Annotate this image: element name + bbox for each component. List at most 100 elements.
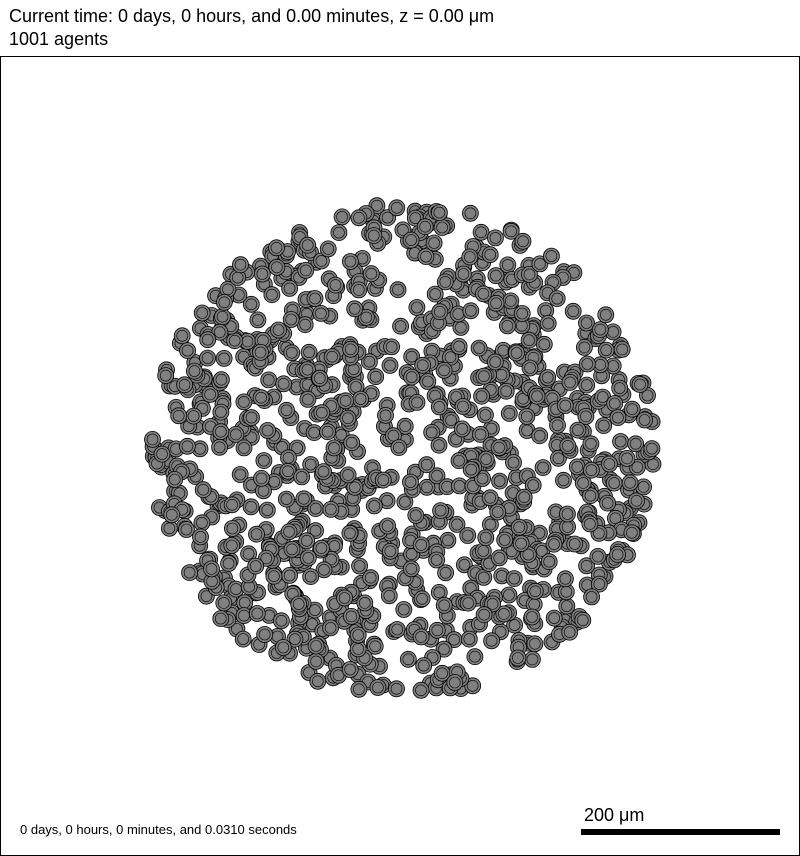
agent-cell	[472, 425, 489, 443]
agent-cell	[502, 222, 520, 240]
agent-cell	[566, 535, 584, 553]
agent-cell	[381, 542, 399, 560]
agent-cell	[498, 317, 516, 335]
agent-cell	[293, 468, 311, 486]
agent-cell	[319, 240, 337, 258]
agent-cell	[454, 265, 472, 283]
agent-cell	[475, 606, 493, 624]
agent-cell	[430, 584, 448, 601]
agent-cell	[476, 406, 494, 424]
agent-cell	[450, 337, 468, 355]
agent-cell	[578, 557, 595, 575]
agent-cell	[481, 515, 499, 533]
agent-cell	[290, 595, 308, 613]
agent-cell	[396, 493, 414, 511]
agent-cell	[505, 454, 522, 471]
agent-cell	[609, 546, 626, 563]
agent-cell	[212, 423, 230, 441]
agent-cell	[399, 650, 417, 668]
agent-cell	[555, 471, 572, 489]
agent-cell	[220, 555, 238, 572]
agent-cell	[524, 476, 542, 494]
agent-cell	[283, 344, 301, 362]
agent-cell	[601, 455, 618, 473]
agent-cell	[576, 338, 593, 356]
agent-cell	[515, 488, 533, 506]
agent-cell	[215, 349, 233, 367]
agent-cell	[474, 542, 492, 560]
agent-cell	[477, 450, 495, 468]
agent-cell	[490, 439, 508, 457]
agent-cell	[203, 560, 220, 578]
agent-cell	[494, 341, 512, 359]
agent-cell	[199, 349, 217, 367]
agent-cell	[163, 506, 181, 524]
agent-cell	[365, 227, 383, 245]
agent-cell	[243, 409, 260, 427]
agent-cell	[258, 501, 276, 519]
agent-cell	[350, 209, 368, 227]
agent-cell	[402, 473, 419, 491]
agent-cell	[545, 609, 563, 627]
agent-cell	[582, 487, 599, 505]
agent-cell	[283, 540, 301, 558]
agent-cell	[185, 362, 203, 380]
agent-cell	[144, 430, 161, 448]
agent-cell	[618, 449, 636, 467]
agent-cell	[549, 416, 566, 434]
agent-cell	[227, 425, 245, 443]
agent-cell	[307, 653, 325, 670]
agent-cell	[484, 595, 502, 613]
agent-cell	[428, 551, 446, 569]
agent-cell	[277, 490, 295, 508]
cells-layer	[144, 197, 662, 699]
agent-cell	[322, 500, 340, 518]
agent-cell	[486, 229, 504, 247]
agent-cell	[403, 368, 421, 386]
agent-cell	[215, 293, 233, 311]
agent-cell	[402, 231, 420, 249]
agent-cell	[379, 517, 397, 535]
agent-cell	[179, 342, 197, 360]
agent-cell	[311, 369, 329, 387]
agent-cell	[383, 338, 401, 356]
agent-cell	[431, 303, 449, 321]
agent-cell	[581, 515, 599, 533]
agent-cell	[418, 478, 436, 496]
agent-cell	[574, 611, 592, 629]
agent-cell	[330, 224, 348, 242]
agent-cell	[435, 596, 453, 614]
agent-cell	[265, 567, 283, 585]
agent-cell	[279, 243, 297, 261]
agent-cell	[493, 366, 510, 384]
agent-cell	[381, 356, 399, 374]
agent-cell	[577, 407, 595, 425]
agent-cell	[606, 395, 624, 412]
agent-cell	[259, 422, 277, 439]
agent-cell	[211, 438, 229, 456]
agent-cell	[278, 401, 295, 419]
agent-cell	[425, 234, 443, 252]
agent-cell	[346, 300, 364, 318]
agent-cell	[439, 531, 457, 549]
agent-cell	[643, 440, 661, 458]
agent-cell	[461, 204, 479, 222]
agent-cell	[360, 353, 378, 371]
agent-cell	[341, 661, 359, 678]
agent-cell	[226, 332, 244, 350]
agent-cell	[481, 489, 499, 507]
agent-cell	[528, 387, 546, 405]
agent-cell	[295, 490, 313, 508]
agent-cell	[590, 575, 608, 593]
agent-cell	[531, 427, 549, 445]
agent-cell	[462, 461, 480, 479]
agent-cell	[299, 361, 316, 379]
agent-cell	[564, 302, 582, 320]
agent-cell	[481, 246, 499, 264]
agent-cell	[367, 368, 385, 386]
agent-cell	[487, 267, 505, 285]
agent-cell	[451, 477, 468, 495]
agent-cell	[407, 506, 425, 524]
agent-cell	[475, 367, 493, 385]
agent-cell	[160, 519, 178, 537]
